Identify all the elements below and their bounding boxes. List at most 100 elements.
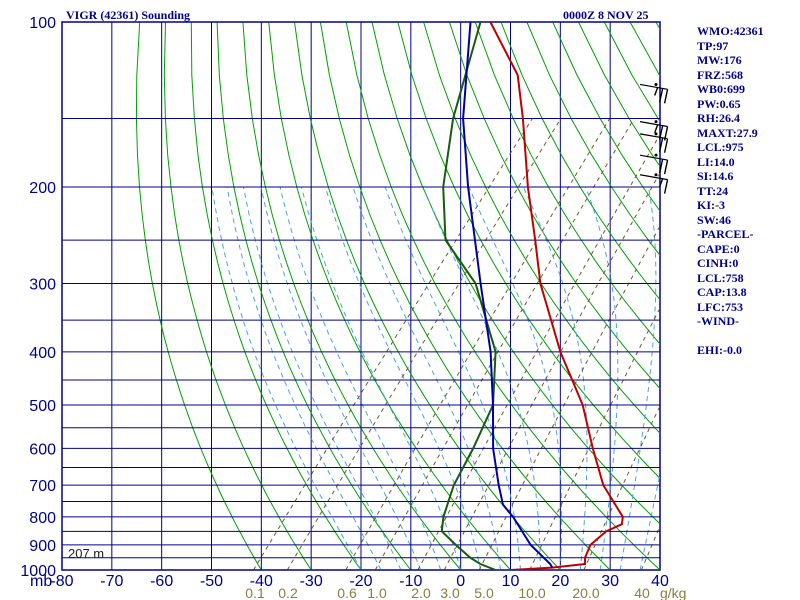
station-height-label: 207 m	[68, 546, 104, 561]
mixing-ratio-line	[253, 118, 533, 570]
mixing-ratio-line	[529, 307, 660, 570]
temp-tick-label: -40	[250, 573, 273, 590]
index-item: SI:14.6	[697, 169, 734, 183]
dry-adiabat	[268, 22, 511, 570]
wind-barb-dot	[654, 82, 658, 86]
mixing-ratio-lines	[253, 118, 660, 570]
index-item: -PARCEL-	[697, 227, 754, 241]
wind-barb-shaft	[639, 174, 668, 181]
parcel-profile	[462, 22, 554, 569]
temp-tick-label: -60	[150, 573, 173, 590]
wind-barb-flag	[663, 159, 669, 175]
stability-indices: WMO:42361 TP:97 MW:176 FRZ:568 WB0:699 PW:0.6…	[697, 24, 764, 358]
temp-tick-label: -80	[50, 573, 73, 590]
mixing-ratio-line	[417, 133, 660, 570]
temp-tick-label: -30	[300, 573, 323, 590]
mixing-ratio-unit: g/kg	[660, 585, 686, 600]
pressure-tick-label: 400	[29, 345, 56, 362]
wind-barb-dot	[654, 153, 658, 157]
pressure-tick-label: 700	[29, 478, 56, 495]
temp-tick-label: 0	[456, 573, 465, 590]
pressure-tick-label: 200	[29, 180, 56, 197]
moist-adiabat	[585, 186, 619, 570]
moist-adiabat	[260, 186, 422, 570]
temp-tick-label: 10	[502, 573, 520, 590]
wind-barb-flag	[658, 159, 664, 174]
mixing-ratio-label: 10.0	[518, 585, 545, 600]
pressure-tick-label: 1000	[20, 563, 56, 580]
moist-adiabat	[422, 186, 541, 570]
index-item: CAPE:0	[697, 241, 740, 256]
mixing-ratio-label: 5.0	[474, 585, 494, 600]
index-item: PW:0.65	[697, 96, 741, 111]
mixing-ratio-label: 0.2	[278, 585, 298, 600]
wind-barb	[639, 82, 669, 104]
wind-barb	[639, 153, 669, 175]
wind-barb	[639, 173, 669, 194]
mixing-ratio-line	[374, 118, 635, 570]
moist-adiabat	[279, 186, 442, 570]
pressure-tick-label: 300	[29, 276, 56, 293]
temp-tick-label: 20	[551, 573, 569, 590]
dry-adiabat	[242, 22, 462, 570]
dry-adiabat	[319, 22, 611, 570]
index-item: LCL:758	[697, 270, 744, 285]
index-item: TT:24	[697, 183, 729, 198]
mixing-ratio-line	[443, 171, 660, 570]
mixing-ratio-label: 20.0	[572, 585, 599, 600]
dewpoint-profile	[440, 22, 497, 570]
index-item: MW:176	[697, 53, 742, 67]
wind-barb-flag	[663, 138, 669, 153]
temperature-profile	[489, 22, 624, 570]
temp-tick-label: -10	[399, 573, 422, 590]
index-item: RH:26.4	[697, 111, 740, 125]
mixing-ratio-label: 1.0	[367, 585, 387, 600]
moist-adiabats	[211, 186, 660, 570]
index-item: FRZ:568	[697, 67, 743, 82]
dry-adiabat	[135, 22, 262, 570]
pressure-unit-label: mb	[30, 573, 52, 590]
wind-barb-flag	[658, 178, 664, 187]
temp-tick-label: 40	[651, 573, 669, 590]
dry-adiabat	[371, 22, 660, 525]
index-item: -WIND-	[697, 314, 739, 328]
moist-adiabat	[243, 186, 402, 570]
wind-barb-shaft	[639, 154, 668, 161]
index-item: WB0:699	[697, 82, 745, 96]
moist-adiabat	[300, 186, 462, 570]
temp-tick-label: -70	[100, 573, 123, 590]
mixing-ratio-label: 0.1	[245, 585, 265, 600]
sounding-profiles	[440, 22, 624, 570]
wind-barb	[639, 132, 669, 153]
wind-barb-shaft	[639, 133, 668, 140]
index-item: EHI:-0.0	[697, 343, 742, 357]
wind-barb-flag	[653, 87, 659, 96]
mixing-ratio-line	[478, 224, 660, 570]
index-item: WMO:42361	[697, 24, 764, 38]
temp-tick-label: 30	[601, 573, 619, 590]
pressure-tick-label: 900	[29, 538, 56, 555]
index-item: LCL:975	[697, 140, 744, 154]
dry-adiabat	[578, 22, 660, 168]
wind-barb-flag	[658, 88, 664, 103]
wind-barbs	[639, 82, 669, 194]
index-item: CINH:0	[697, 256, 739, 270]
index-item	[697, 329, 764, 344]
pressure-tick-label: 100	[29, 15, 56, 32]
wind-barb-flag	[653, 124, 659, 134]
mixing-ratio-line	[583, 404, 660, 570]
index-item: LFC:753	[697, 299, 743, 314]
dry-adiabat	[759, 22, 800, 570]
wind-barb-flag	[658, 137, 664, 152]
moist-adiabat	[619, 186, 657, 570]
mixing-ratio-label: 2.0	[411, 585, 431, 600]
pressure-tick-label: 600	[29, 441, 56, 458]
index-item: SW:46	[697, 212, 732, 227]
temp-tick-label: -20	[349, 573, 372, 590]
wind-barb-flag	[663, 179, 669, 194]
wind-barb-dot	[654, 120, 658, 124]
index-item: TP:97	[697, 38, 729, 53]
pressure-tick-label: 500	[29, 398, 56, 415]
